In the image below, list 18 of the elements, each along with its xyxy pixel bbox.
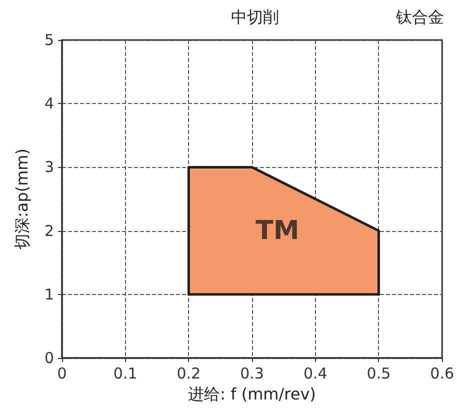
y-tick-label: 4: [44, 94, 54, 113]
x-axis-title: 进给: f (mm/rev): [188, 384, 316, 404]
x-tick-label: 0.6: [430, 364, 454, 382]
x-tick-label: 0.3: [240, 364, 264, 382]
x-tick-label: 0: [57, 364, 67, 382]
y-tick-label: 5: [44, 31, 54, 49]
y-tick-label: 1: [44, 285, 54, 304]
x-tick-label: 0.4: [303, 364, 328, 382]
x-tick-label: 0.2: [176, 364, 201, 382]
x-tick-label: 0.5: [366, 364, 391, 382]
annotation: TM: [256, 216, 300, 246]
chart-subtitle: 钛合金: [395, 8, 444, 26]
chart-title: 中切削: [231, 8, 279, 26]
x-tick-label: 0.1: [113, 364, 138, 382]
y-tick-label: 2: [44, 222, 54, 240]
y-tick-label: 0: [44, 349, 54, 367]
y-axis-title: 切深:ap(mm): [12, 148, 32, 250]
y-tick-label: 3: [44, 158, 54, 176]
